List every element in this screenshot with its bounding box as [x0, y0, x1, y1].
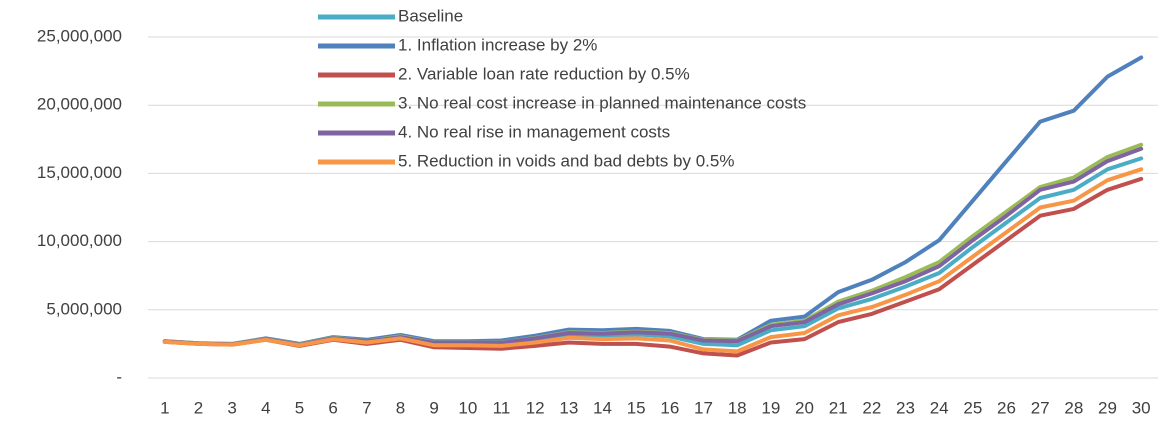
- y-tick-label: 5,000,000: [46, 299, 122, 318]
- x-tick-label: 4: [261, 398, 270, 417]
- y-tick-label: 10,000,000: [37, 231, 122, 250]
- x-tick-label: 28: [1064, 398, 1083, 417]
- legend-label: Baseline: [398, 6, 463, 25]
- x-tick-label: 30: [1132, 398, 1151, 417]
- y-tick-label: 25,000,000: [37, 26, 122, 45]
- x-tick-label: 19: [761, 398, 780, 417]
- x-tick-label: 17: [694, 398, 713, 417]
- x-tick-label: 13: [559, 398, 578, 417]
- x-tick-label: 1: [160, 398, 169, 417]
- x-tick-label: 5: [295, 398, 304, 417]
- legend-label: 3. No real cost increase in planned main…: [398, 93, 806, 112]
- x-tick-label: 26: [997, 398, 1016, 417]
- x-tick-label: 20: [795, 398, 814, 417]
- x-tick-label: 22: [862, 398, 881, 417]
- x-tick-label: 2: [194, 398, 203, 417]
- legend-label: 2. Variable loan rate reduction by 0.5%: [398, 64, 690, 83]
- x-tick-label: 18: [728, 398, 747, 417]
- x-tick-label: 27: [1031, 398, 1050, 417]
- x-tick-label: 23: [896, 398, 915, 417]
- x-tick-label: 16: [660, 398, 679, 417]
- x-tick-label: 15: [627, 398, 646, 417]
- x-tick-label: 25: [963, 398, 982, 417]
- x-tick-label: 29: [1098, 398, 1117, 417]
- x-tick-label: 10: [458, 398, 477, 417]
- x-tick-label: 9: [429, 398, 438, 417]
- x-tick-label: 6: [328, 398, 337, 417]
- x-tick-label: 24: [930, 398, 949, 417]
- series-line: [162, 156, 1144, 348]
- x-tick-label: 14: [593, 398, 612, 417]
- x-tick-label: 3: [227, 398, 236, 417]
- y-tick-label: 20,000,000: [37, 95, 122, 114]
- legend-label: 5. Reduction in voids and bad debts by 0…: [398, 151, 734, 170]
- x-tick-label: 21: [829, 398, 848, 417]
- x-tick-label: 12: [526, 398, 545, 417]
- legend-label: 4. No real rise in management costs: [398, 122, 670, 141]
- y-tick-label: -: [116, 367, 122, 386]
- series-line: [162, 167, 1144, 354]
- x-tick-label: 7: [362, 398, 371, 417]
- legend-label: 1. Inflation increase by 2%: [398, 35, 597, 54]
- x-tick-label: 11: [493, 398, 511, 417]
- x-tick-label: 8: [396, 398, 405, 417]
- y-tick-label: 15,000,000: [37, 163, 122, 182]
